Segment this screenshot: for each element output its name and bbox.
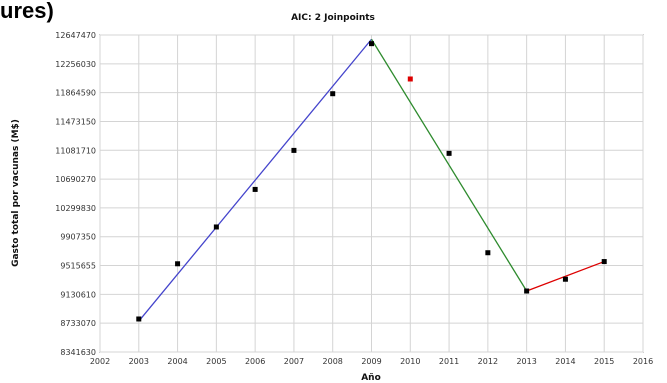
x-tick-label: 2010	[400, 357, 420, 366]
data-point	[330, 91, 336, 97]
joinpoint-segment	[526, 260, 605, 292]
x-tick-label: 2005	[206, 357, 226, 366]
joinpoint-segment	[370, 38, 528, 292]
y-tick-label: 11081710	[55, 146, 96, 155]
data-point	[524, 288, 530, 294]
fit-lines	[138, 38, 605, 322]
data-point	[213, 224, 219, 230]
data-points	[136, 41, 607, 322]
x-tick-label: 2014	[555, 357, 575, 366]
data-point	[562, 276, 568, 282]
y-tick-label: 8341630	[60, 348, 96, 357]
x-tick-label: 2008	[323, 357, 343, 366]
y-tick-label: 9907350	[60, 233, 96, 242]
tick-labels: 2002 2003 2004 2005 2006 2007 2008 2009 2010 2011…	[55, 31, 653, 366]
x-tick-label: 2006	[245, 357, 265, 366]
x-tick-label: 2015	[594, 357, 614, 366]
x-tick-label: 2011	[439, 357, 459, 366]
y-tick-label: 10690270	[55, 175, 96, 184]
data-point	[485, 250, 491, 256]
y-tick-label: 9130610	[60, 290, 96, 299]
data-point	[407, 76, 413, 82]
y-tick-label: 10299830	[55, 204, 96, 213]
y-tick-label: 8733070	[60, 319, 96, 328]
x-axis-title: Año	[361, 373, 381, 383]
y-tick-label: 9515655	[60, 262, 96, 271]
data-point	[136, 316, 142, 322]
data-point	[601, 259, 607, 265]
page-title-fragment: ures)	[0, 0, 54, 23]
data-point	[369, 41, 374, 47]
y-tick-label: 12647470	[55, 31, 96, 40]
y-axis-title: Gasto total por vacunas (M$)	[11, 119, 21, 267]
x-tick-label: 2009	[361, 357, 381, 366]
x-tick-label: 2016	[633, 357, 653, 366]
grid	[99, 34, 644, 353]
y-tick-label: 11864590	[55, 89, 96, 98]
data-point	[446, 150, 452, 156]
data-point	[291, 147, 297, 153]
data-point	[175, 261, 181, 267]
x-tick-label: 2002	[90, 357, 110, 366]
y-tick-label: 12256030	[55, 60, 96, 69]
data-point	[252, 186, 258, 192]
x-tick-label: 2007	[284, 357, 304, 366]
y-tick-label: 11473150	[55, 117, 96, 126]
x-tick-label: 2012	[478, 357, 498, 366]
joinpoint-segment	[138, 38, 373, 322]
x-tick-label: 2004	[167, 357, 187, 366]
chart-title: AIC: 2 Joinpoints	[291, 13, 375, 23]
x-tick-label: 2003	[129, 357, 149, 366]
x-tick-label: 2013	[516, 357, 536, 366]
